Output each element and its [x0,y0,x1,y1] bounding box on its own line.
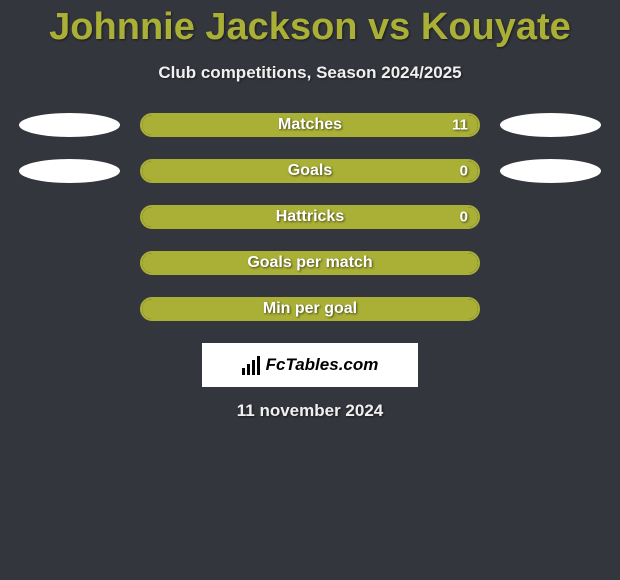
right-ellipse [500,159,601,183]
page-subtitle: Club competitions, Season 2024/2025 [0,63,620,83]
stat-rows: Matches11Goals0Hattricks0Goals per match… [0,113,620,321]
stat-label: Min per goal [142,300,478,318]
left-ellipse [19,113,120,137]
page-title: Johnnie Jackson vs Kouyate [0,6,620,49]
bar-chart-icon [242,356,262,375]
logo-text: FcTables.com [266,355,379,375]
stat-bar: Goals0 [140,159,480,183]
stat-bar: Goals per match [140,251,480,275]
date-text: 11 november 2024 [0,401,620,421]
stat-row: Hattricks0 [0,205,620,229]
stat-value: 0 [460,209,468,226]
stat-row: Goals0 [0,159,620,183]
stat-label: Matches [142,116,478,134]
stat-row: Min per goal [0,297,620,321]
comparison-container: Johnnie Jackson vs Kouyate Club competit… [0,0,620,580]
stat-label: Goals per match [142,254,478,272]
stat-label: Goals [142,162,478,180]
stat-value: 0 [460,163,468,180]
stat-row: Goals per match [0,251,620,275]
stat-label: Hattricks [142,208,478,226]
logo-box: FcTables.com [202,343,418,387]
stat-bar: Matches11 [140,113,480,137]
right-ellipse [500,113,601,137]
stat-bar: Hattricks0 [140,205,480,229]
stat-value: 11 [452,117,468,134]
stat-bar: Min per goal [140,297,480,321]
stat-row: Matches11 [0,113,620,137]
left-ellipse [19,159,120,183]
